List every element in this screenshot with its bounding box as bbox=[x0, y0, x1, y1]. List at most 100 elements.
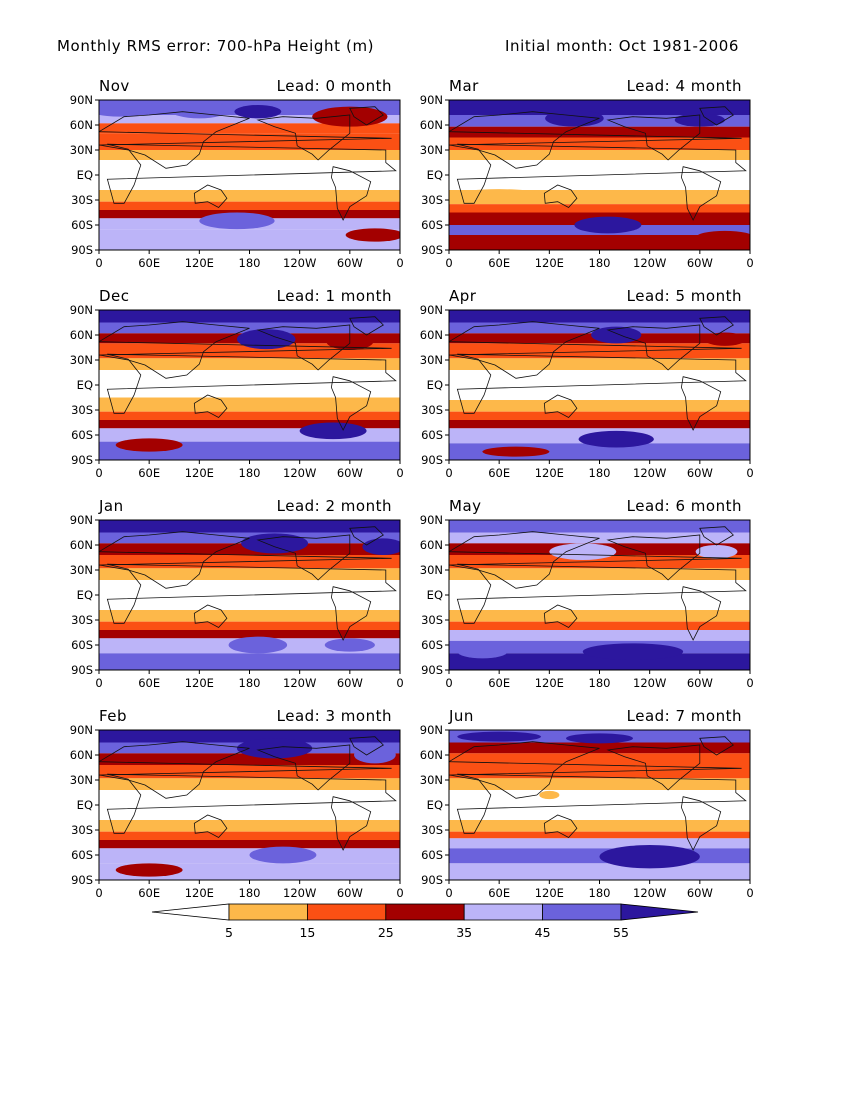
map-field bbox=[449, 730, 750, 880]
coastline-1 bbox=[106, 773, 397, 834]
lat-tick-label: 30S bbox=[71, 613, 93, 627]
lat-tick-label: 30S bbox=[71, 823, 93, 837]
lat-tick-label: 90S bbox=[421, 453, 443, 467]
lon-tick-label: 60W bbox=[337, 256, 363, 270]
lon-tick-label: 180 bbox=[239, 886, 261, 900]
field-blob-3 bbox=[457, 645, 508, 659]
field-blob-3 bbox=[539, 790, 560, 800]
field-blob-3 bbox=[482, 446, 550, 457]
coastline-3 bbox=[256, 534, 351, 581]
lon-tick-label: 180 bbox=[239, 256, 261, 270]
lat-tick-label: EQ bbox=[427, 378, 443, 392]
panel-lead-label: Lead: 7 month bbox=[627, 707, 742, 725]
colorbar-segment-high bbox=[620, 903, 699, 921]
field-blob-1 bbox=[354, 746, 396, 764]
lon-tick-label: 120E bbox=[535, 466, 564, 480]
map-field bbox=[99, 310, 400, 460]
lat-band-7 bbox=[449, 831, 750, 839]
lon-tick-label: 180 bbox=[239, 676, 261, 690]
lat-tick-label: EQ bbox=[427, 798, 443, 812]
lat-tick-label: 60N bbox=[70, 538, 93, 552]
lat-band-0 bbox=[99, 730, 400, 743]
lon-tick-label: 120E bbox=[535, 256, 564, 270]
lon-tick-label: 0 bbox=[396, 256, 403, 270]
lat-tick-label: 60S bbox=[421, 848, 443, 862]
lon-tick-label: 0 bbox=[746, 676, 753, 690]
lon-tick-label: 60E bbox=[138, 466, 160, 480]
field-blob-3 bbox=[115, 863, 183, 877]
coastline-1 bbox=[106, 353, 397, 414]
lon-tick-label: 0 bbox=[746, 886, 753, 900]
coastline-4 bbox=[330, 166, 372, 221]
coastline-2 bbox=[193, 184, 228, 208]
lon-tick-label: 60E bbox=[488, 676, 510, 690]
coastline-2 bbox=[193, 394, 228, 418]
lat-tick-label: 90N bbox=[70, 93, 93, 107]
colorbar-segment-2 bbox=[306, 903, 387, 921]
coastline-2 bbox=[543, 814, 578, 838]
colorbar-label: 55 bbox=[613, 925, 629, 940]
panel-lead-label: Lead: 4 month bbox=[627, 77, 742, 95]
lat-tick-label: 90N bbox=[420, 723, 443, 737]
lat-tick-label: 30N bbox=[420, 773, 443, 787]
lon-tick-label: 0 bbox=[396, 886, 403, 900]
coastline-0 bbox=[99, 111, 392, 169]
lon-tick-label: 0 bbox=[445, 676, 452, 690]
lon-tick-label: 0 bbox=[95, 466, 102, 480]
panel-lead-label: Lead: 6 month bbox=[627, 497, 742, 515]
lon-tick-label: 0 bbox=[95, 256, 102, 270]
field-blob-3 bbox=[324, 638, 375, 652]
coastline-3 bbox=[256, 324, 351, 371]
lon-tick-label: 60W bbox=[687, 256, 713, 270]
lon-tick-label: 60E bbox=[138, 676, 160, 690]
lon-tick-label: 120E bbox=[185, 886, 214, 900]
lat-band-10 bbox=[99, 229, 400, 250]
coastline-0 bbox=[99, 531, 392, 589]
coastline-5 bbox=[349, 526, 384, 546]
lat-band-4 bbox=[99, 568, 400, 580]
field-blob-2 bbox=[249, 846, 317, 864]
field-blob-0 bbox=[236, 329, 296, 350]
lat-tick-label: 30S bbox=[71, 193, 93, 207]
lat-tick-label: 60N bbox=[420, 328, 443, 342]
coastline-0 bbox=[449, 111, 742, 169]
lat-tick-label: 60S bbox=[71, 428, 93, 442]
lat-tick-label: EQ bbox=[77, 378, 93, 392]
lat-tick-label: 90N bbox=[70, 513, 93, 527]
colorbar-label: 45 bbox=[535, 925, 551, 940]
lon-tick-label: 60E bbox=[138, 886, 160, 900]
lon-tick-label: 0 bbox=[746, 256, 753, 270]
lon-tick-label: 120W bbox=[633, 886, 666, 900]
panel-month-label: Jun bbox=[448, 707, 474, 725]
lat-band-7 bbox=[449, 204, 750, 213]
coastline-0 bbox=[99, 741, 392, 799]
lat-band-4 bbox=[449, 358, 750, 370]
map-field bbox=[449, 310, 750, 460]
coastline-1 bbox=[456, 353, 747, 414]
field-blob-0 bbox=[549, 543, 617, 561]
field-blob-2 bbox=[599, 845, 700, 869]
lon-tick-label: 180 bbox=[589, 466, 611, 480]
coastline-5 bbox=[349, 736, 384, 756]
lat-tick-label: 90S bbox=[71, 243, 93, 257]
lat-tick-label: 90S bbox=[421, 873, 443, 887]
lat-tick-label: 60S bbox=[71, 848, 93, 862]
field-blob-1 bbox=[704, 332, 746, 346]
panel-month-label: May bbox=[449, 497, 482, 515]
lat-band-2 bbox=[449, 126, 750, 138]
lon-tick-label: 60W bbox=[337, 466, 363, 480]
lon-tick-label: 60E bbox=[488, 886, 510, 900]
field-blob-2 bbox=[453, 189, 546, 203]
lon-tick-label: 60W bbox=[337, 676, 363, 690]
coastline-1 bbox=[456, 773, 747, 834]
lat-band-7 bbox=[449, 411, 750, 420]
lat-tick-label: 60S bbox=[71, 638, 93, 652]
coastline-5 bbox=[699, 106, 734, 126]
lat-tick-label: 60S bbox=[421, 638, 443, 652]
field-blob-2 bbox=[299, 422, 367, 440]
